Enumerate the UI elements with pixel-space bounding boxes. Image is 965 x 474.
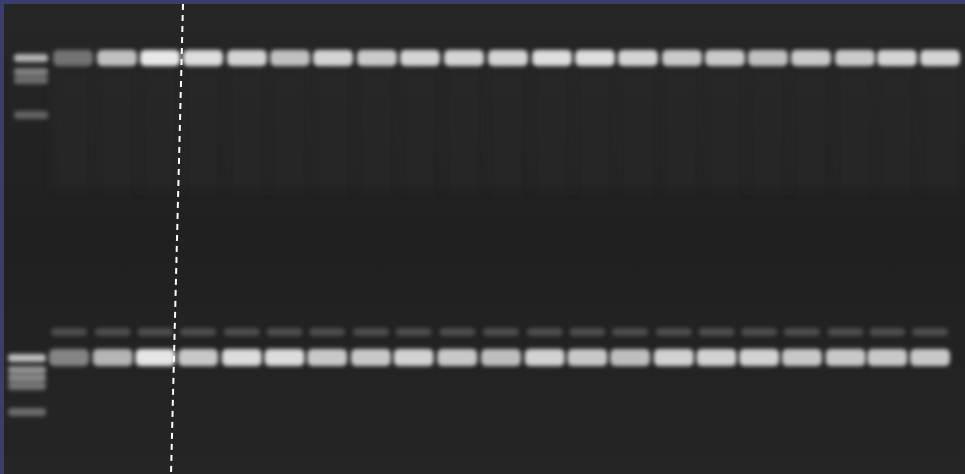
band-faint	[483, 328, 519, 336]
ladder-band	[14, 111, 48, 119]
band-top	[183, 50, 223, 66]
band-faint	[912, 328, 948, 336]
band-top	[140, 50, 180, 66]
band-top	[97, 50, 137, 66]
band-bottom	[49, 349, 89, 366]
band-bottom	[654, 349, 694, 366]
band-faint	[828, 328, 864, 336]
ladder-band	[14, 68, 48, 76]
band-bottom	[739, 349, 779, 366]
band-faint	[569, 328, 605, 336]
band-faint	[224, 328, 260, 336]
band-top	[791, 50, 831, 66]
band-top	[705, 50, 745, 66]
band-bottom	[307, 349, 347, 366]
lane-smear	[705, 70, 745, 190]
band-bottom	[93, 349, 133, 366]
band-faint	[869, 328, 905, 336]
lane-smear	[575, 70, 615, 190]
band-top	[748, 50, 788, 66]
band-top	[313, 50, 353, 66]
band-top	[444, 50, 484, 66]
band-faint	[699, 328, 735, 336]
band-bottom	[610, 349, 650, 366]
band-top	[575, 50, 615, 66]
ladder-band	[8, 408, 46, 416]
ladder-band	[14, 54, 48, 62]
lane-smear	[662, 70, 702, 190]
lane-smear	[97, 70, 137, 190]
band-bottom	[525, 349, 565, 366]
ladder-band	[8, 366, 46, 374]
band-top	[532, 50, 572, 66]
band-faint	[353, 328, 389, 336]
lane-smear	[444, 70, 484, 190]
band-faint	[527, 328, 563, 336]
lane-smear	[877, 70, 917, 190]
band-bottom	[826, 349, 866, 366]
lane-smear	[748, 70, 788, 190]
lane-smear	[270, 70, 310, 190]
lane-smear	[488, 70, 528, 190]
ladder-band	[14, 76, 48, 84]
band-bottom	[265, 349, 305, 366]
band-top	[920, 50, 960, 66]
band-bottom	[867, 349, 907, 366]
band-bottom	[481, 349, 521, 366]
lane-smear	[227, 70, 267, 190]
band-top	[270, 50, 310, 66]
band-faint	[784, 328, 820, 336]
lane-smear	[183, 70, 223, 190]
band-faint	[741, 328, 777, 336]
lane-smear	[313, 70, 353, 190]
lane-smear	[357, 70, 397, 190]
ladder-band	[8, 354, 46, 362]
lane-smear	[140, 70, 180, 190]
band-bottom	[697, 349, 737, 366]
ladder-band	[8, 374, 46, 382]
band-bottom	[437, 349, 477, 366]
band-top	[227, 50, 267, 66]
band-faint	[180, 328, 216, 336]
band-bottom	[135, 349, 175, 366]
band-faint	[95, 328, 131, 336]
band-top	[357, 50, 397, 66]
band-top	[877, 50, 917, 66]
band-bottom	[222, 349, 262, 366]
band-top	[53, 50, 93, 66]
band-top	[488, 50, 528, 66]
lane-smear	[791, 70, 831, 190]
band-bottom	[567, 349, 607, 366]
band-top	[662, 50, 702, 66]
lane-smear	[920, 70, 960, 190]
band-faint	[51, 328, 87, 336]
band-faint	[137, 328, 173, 336]
page: (() => { const g = document.getElementBy…	[0, 0, 965, 474]
band-bottom	[178, 349, 218, 366]
lane-smear	[618, 70, 658, 190]
band-top	[618, 50, 658, 66]
band-faint	[396, 328, 432, 336]
band-bottom	[351, 349, 391, 366]
lane-smear	[532, 70, 572, 190]
band-faint	[612, 328, 648, 336]
band-bottom	[782, 349, 822, 366]
lane-smear	[53, 70, 93, 190]
band-bottom	[394, 349, 434, 366]
band-faint	[267, 328, 303, 336]
lane-smear	[835, 70, 875, 190]
band-faint	[309, 328, 345, 336]
band-top	[835, 50, 875, 66]
ladder-band	[8, 382, 46, 390]
band-faint	[656, 328, 692, 336]
band-bottom	[910, 349, 950, 366]
gel-image	[0, 0, 965, 474]
lane-smear	[400, 70, 440, 190]
band-faint	[439, 328, 475, 336]
band-top	[400, 50, 440, 66]
